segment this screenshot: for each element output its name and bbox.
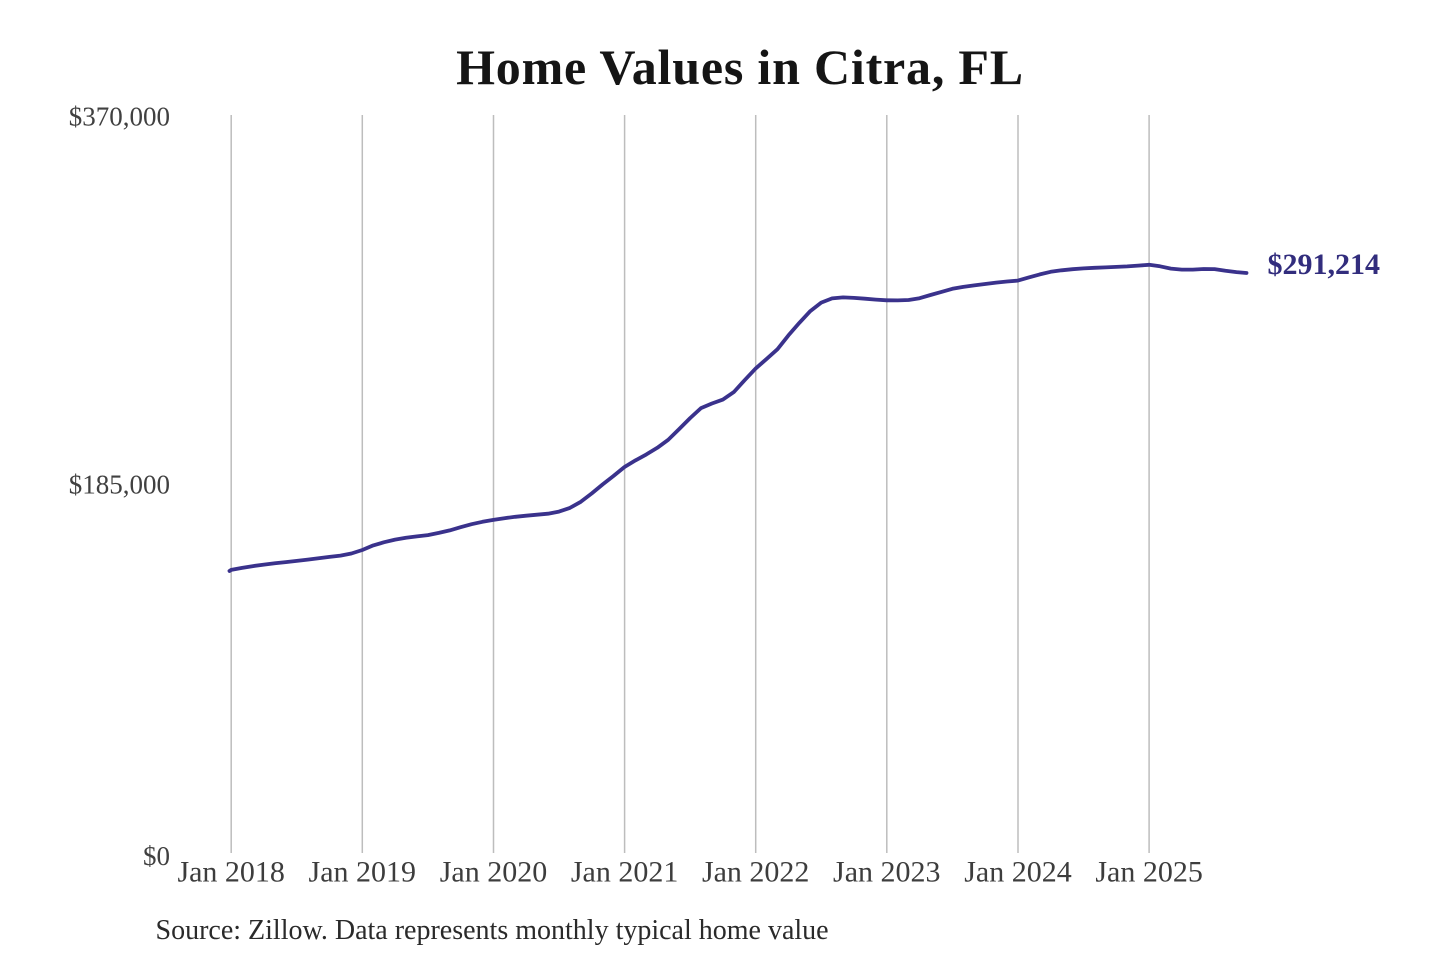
svg-text:$0: $0 [143, 841, 170, 871]
svg-text:Home Values in Citra, FL: Home Values in Citra, FL [456, 39, 1024, 95]
svg-text:Jan 2020: Jan 2020 [440, 856, 548, 889]
svg-text:Source: Zillow. Data represent: Source: Zillow. Data represents monthly … [156, 915, 829, 946]
svg-text:Jan 2025: Jan 2025 [1095, 856, 1203, 889]
svg-text:Jan 2023: Jan 2023 [833, 856, 941, 889]
svg-text:Jan 2019: Jan 2019 [309, 856, 417, 889]
svg-text:Jan 2024: Jan 2024 [964, 856, 1072, 889]
svg-text:Jan 2022: Jan 2022 [702, 856, 810, 889]
svg-text:$185,000: $185,000 [69, 470, 170, 500]
svg-text:$291,214: $291,214 [1268, 248, 1381, 281]
svg-text:Jan 2021: Jan 2021 [571, 856, 679, 889]
svg-text:$370,000: $370,000 [69, 102, 170, 132]
svg-text:Jan 2018: Jan 2018 [177, 856, 285, 889]
